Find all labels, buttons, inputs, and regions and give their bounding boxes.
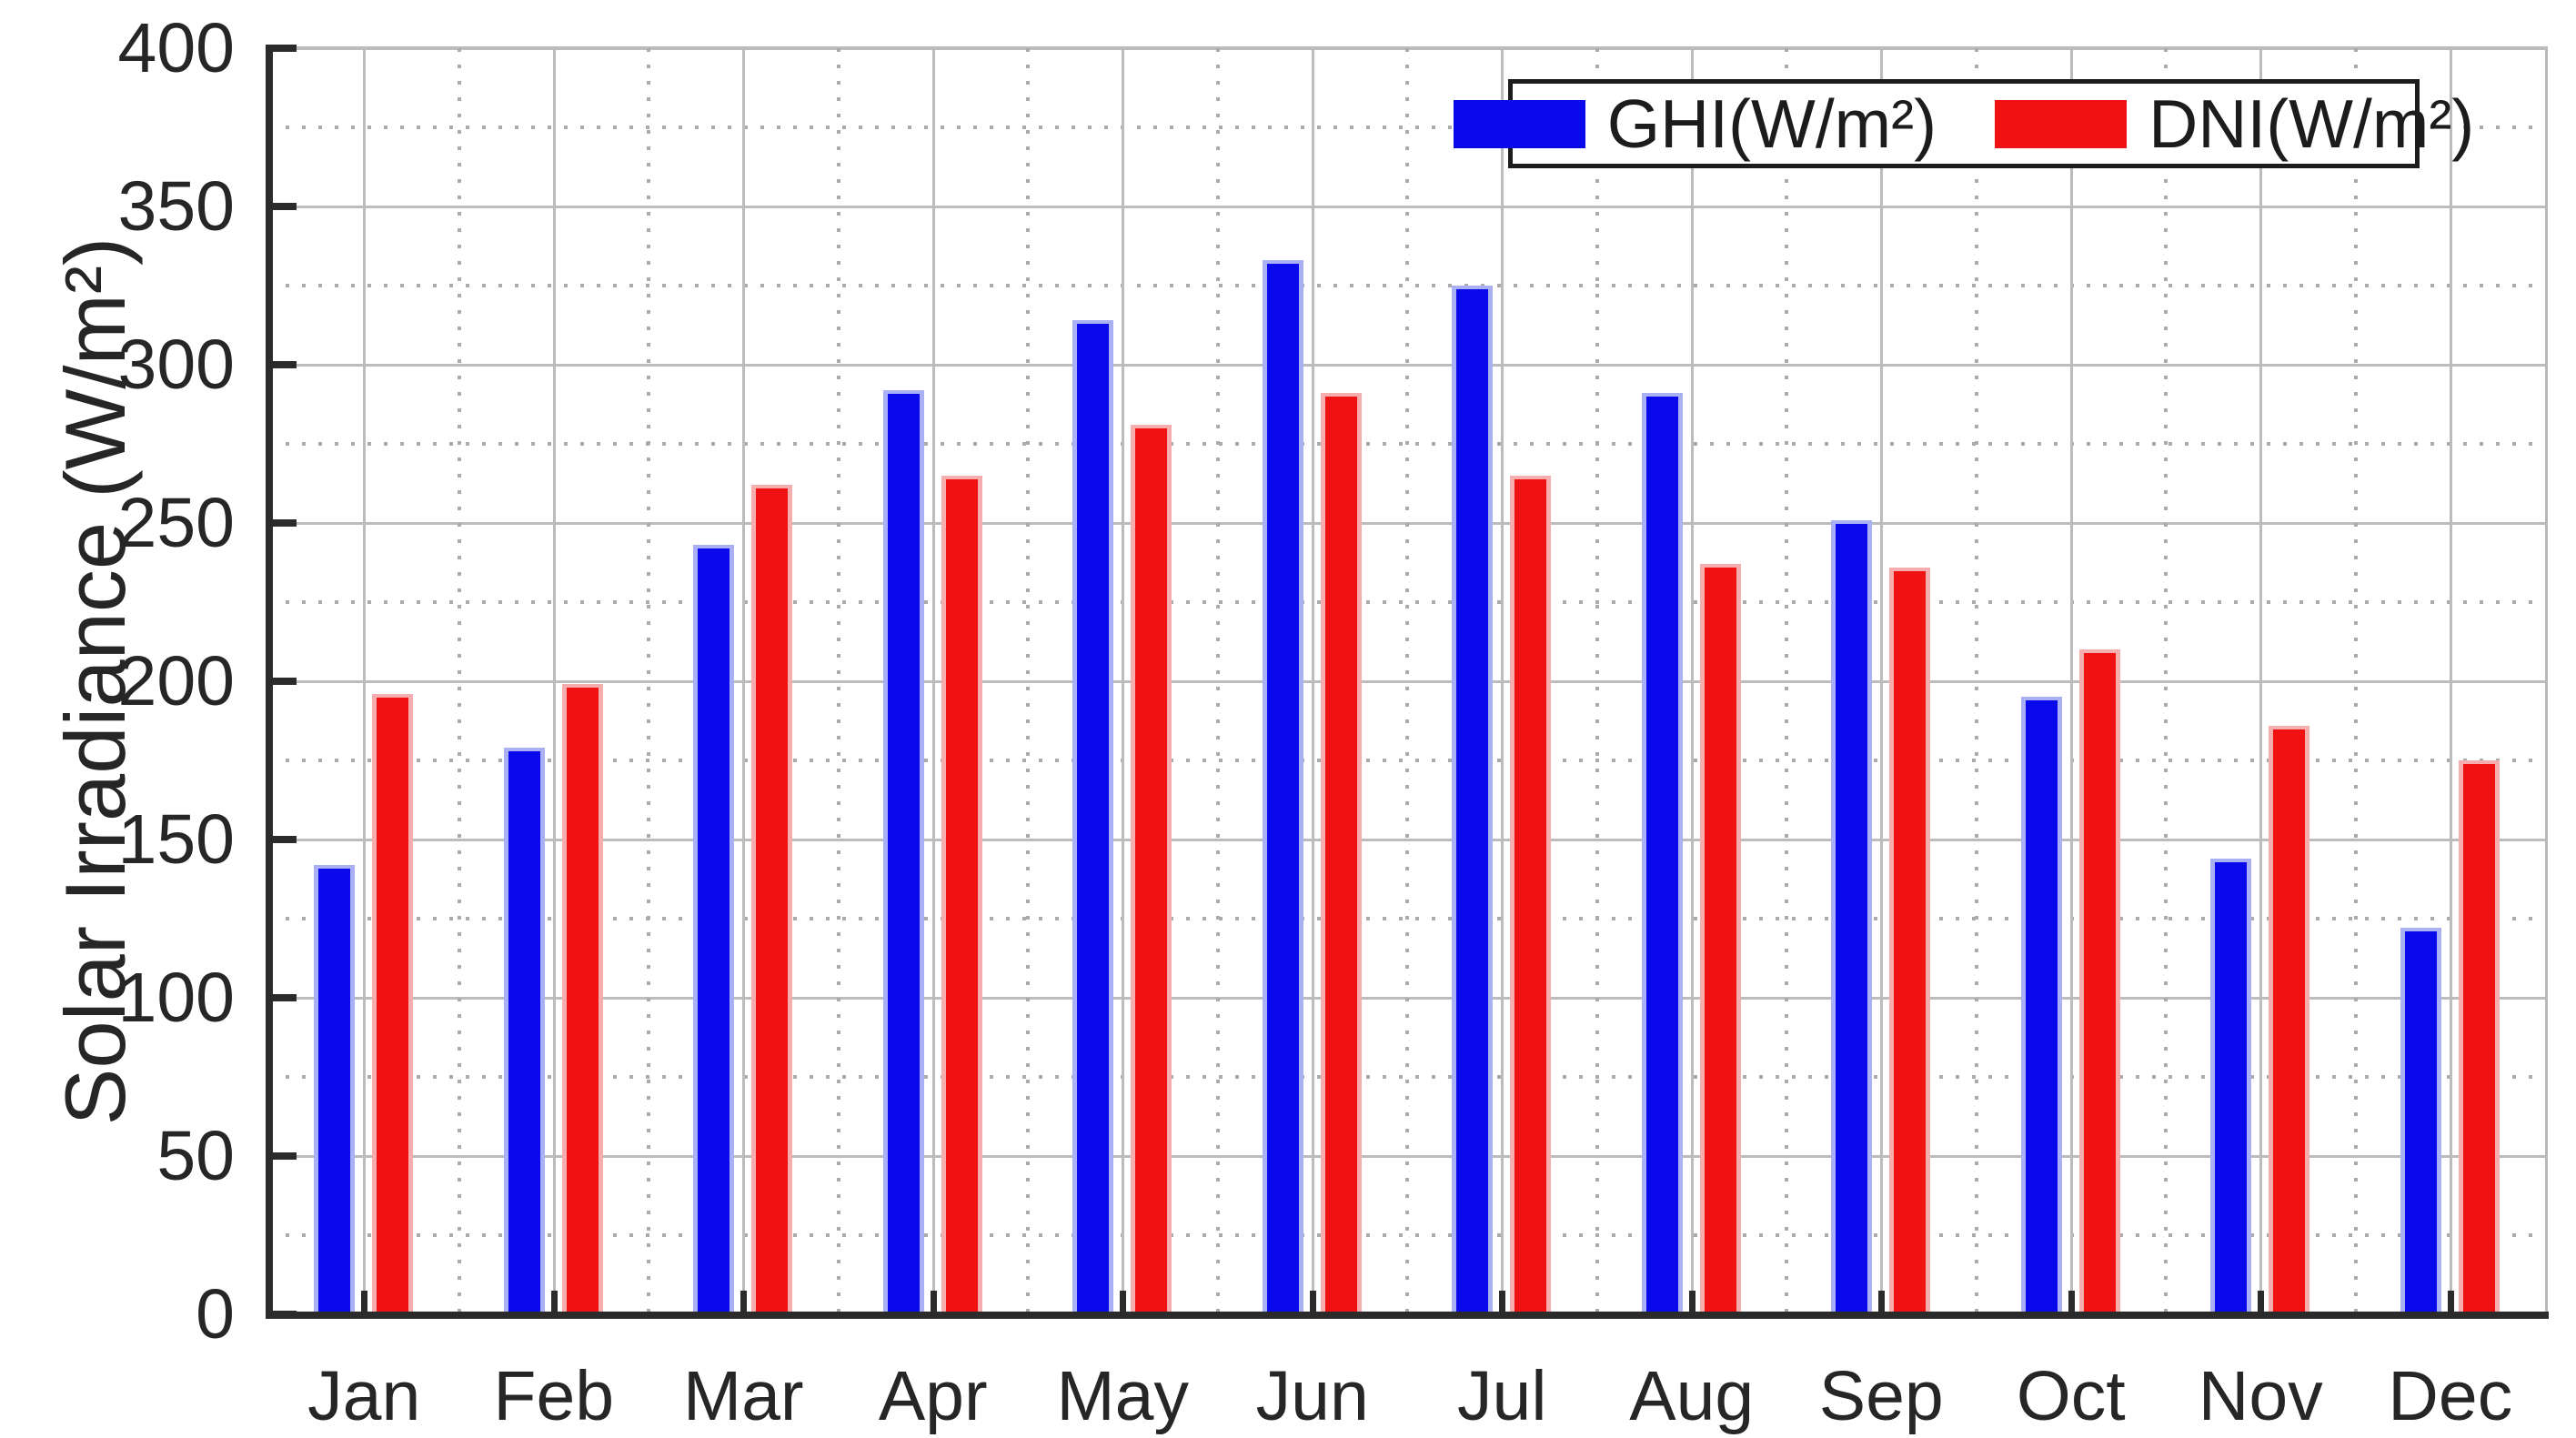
bar-dni-dec: [2458, 760, 2500, 1314]
x-tick-jan: [361, 1291, 368, 1314]
gridline-x-apr: [931, 48, 935, 1314]
gridline-x-dec: [2449, 48, 2452, 1314]
y-tick-label-100: 100: [117, 959, 235, 1037]
plot-border-right: [2545, 48, 2548, 1314]
x-tick-label-aug: Aug: [1629, 1357, 1755, 1435]
y-tick-50: [273, 1152, 297, 1160]
gridline-x-mar: [742, 48, 746, 1314]
legend-swatch-ghi: [1453, 99, 1585, 148]
y-tick-100: [273, 994, 297, 1001]
y-tick-400: [273, 45, 297, 52]
bar-dni-may: [1131, 425, 1172, 1314]
bar-dni-jun: [1320, 393, 1362, 1314]
y-tick-label-200: 200: [117, 642, 235, 720]
gridline-x-minor-1: [457, 48, 461, 1314]
x-tick-aug: [1688, 1291, 1696, 1314]
x-tick-mar: [740, 1291, 748, 1314]
gridline-x-minor-9: [1974, 48, 1978, 1314]
x-tick-label-may: May: [1056, 1357, 1189, 1435]
bar-dni-feb: [561, 684, 603, 1314]
y-tick-label-50: 50: [156, 1117, 235, 1195]
bar-dni-aug: [1699, 564, 1741, 1314]
bar-ghi-dec: [2400, 928, 2441, 1314]
gridline-x-minor-8: [1785, 48, 1788, 1314]
gridline-x-nov: [2259, 48, 2263, 1314]
bar-dni-jan: [372, 694, 414, 1314]
y-tick-label-250: 250: [117, 484, 235, 562]
gridline-x-may: [1122, 48, 1125, 1314]
y-tick-150: [273, 836, 297, 843]
x-tick-label-jul: Jul: [1457, 1357, 1547, 1435]
y-tick-label-300: 300: [117, 326, 235, 404]
legend-swatch-dni: [1995, 99, 2128, 148]
x-tick-label-nov: Nov: [2198, 1357, 2323, 1435]
x-tick-jul: [1499, 1291, 1506, 1314]
gridline-x-jul: [1501, 48, 1504, 1314]
x-tick-label-feb: Feb: [493, 1357, 615, 1435]
x-tick-label-oct: Oct: [2016, 1357, 2126, 1435]
bar-ghi-jan: [314, 865, 356, 1314]
gridline-x-oct: [2069, 48, 2073, 1314]
bar-dni-oct: [2078, 649, 2120, 1314]
bar-dni-mar: [751, 485, 793, 1314]
bar-ghi-may: [1072, 320, 1114, 1314]
x-tick-label-dec: Dec: [2388, 1357, 2513, 1435]
gridline-x-minor-3: [836, 48, 840, 1314]
x-tick-label-apr: Apr: [878, 1357, 988, 1435]
x-tick-label-sep: Sep: [1818, 1357, 1944, 1435]
bar-ghi-oct: [2020, 697, 2062, 1314]
x-tick-oct: [2068, 1291, 2075, 1314]
x-tick-may: [1120, 1291, 1127, 1314]
y-tick-label-0: 0: [196, 1275, 235, 1353]
bar-ghi-jun: [1262, 260, 1303, 1314]
bar-ghi-aug: [1641, 393, 1683, 1314]
bar-dni-sep: [1889, 568, 1931, 1314]
y-tick-200: [273, 678, 297, 685]
y-tick-350: [273, 203, 297, 210]
bar-dni-jul: [1510, 476, 1552, 1314]
y-tick-label-150: 150: [117, 800, 235, 879]
bar-ghi-sep: [1831, 520, 1873, 1314]
x-tick-dec: [2447, 1291, 2454, 1314]
gridline-x-aug: [1690, 48, 1694, 1314]
bar-dni-nov: [2269, 726, 2310, 1314]
y-tick-250: [273, 519, 297, 527]
x-axis-line: [266, 1312, 2549, 1319]
gridline-x-minor-7: [1595, 48, 1599, 1314]
x-tick-nov: [2258, 1291, 2265, 1314]
y-axis-line: [266, 45, 273, 1318]
legend-label-dni: DNI(W/m²): [2148, 85, 2475, 162]
legend: GHI(W/m²) DNI(W/m²): [1453, 79, 2474, 168]
bar-ghi-feb: [503, 748, 545, 1314]
gridline-x-minor-5: [1215, 48, 1220, 1314]
x-tick-jun: [1309, 1291, 1316, 1314]
x-tick-label-jun: Jun: [1255, 1357, 1369, 1435]
y-tick-label-400: 400: [117, 9, 235, 87]
gridline-x-feb: [552, 48, 556, 1314]
bar-ghi-mar: [693, 545, 735, 1314]
y-tick-label-350: 350: [117, 167, 235, 246]
gridline-x-minor-6: [1405, 48, 1409, 1314]
bar-ghi-nov: [2210, 859, 2252, 1314]
gridline-x-sep: [1880, 48, 1884, 1314]
x-tick-sep: [1878, 1291, 1886, 1314]
gridline-x-minor-11: [2353, 48, 2358, 1314]
gridline-x-minor-4: [1026, 48, 1030, 1314]
x-tick-apr: [930, 1291, 937, 1314]
bar-dni-apr: [941, 476, 982, 1314]
y-tick-0: [273, 1311, 297, 1318]
bar-ghi-apr: [882, 390, 924, 1314]
x-tick-label-jan: Jan: [307, 1357, 421, 1435]
legend-label-ghi: GHI(W/m²): [1606, 85, 1937, 162]
gridline-x-jun: [1311, 48, 1314, 1314]
x-tick-label-mar: Mar: [682, 1357, 804, 1435]
x-tick-feb: [550, 1291, 558, 1314]
gridline-x-minor-10: [2164, 48, 2168, 1314]
gridline-x-minor-2: [647, 48, 650, 1314]
bar-ghi-jul: [1452, 286, 1494, 1314]
y-tick-300: [273, 361, 297, 368]
gridline-x-jan: [363, 48, 367, 1314]
